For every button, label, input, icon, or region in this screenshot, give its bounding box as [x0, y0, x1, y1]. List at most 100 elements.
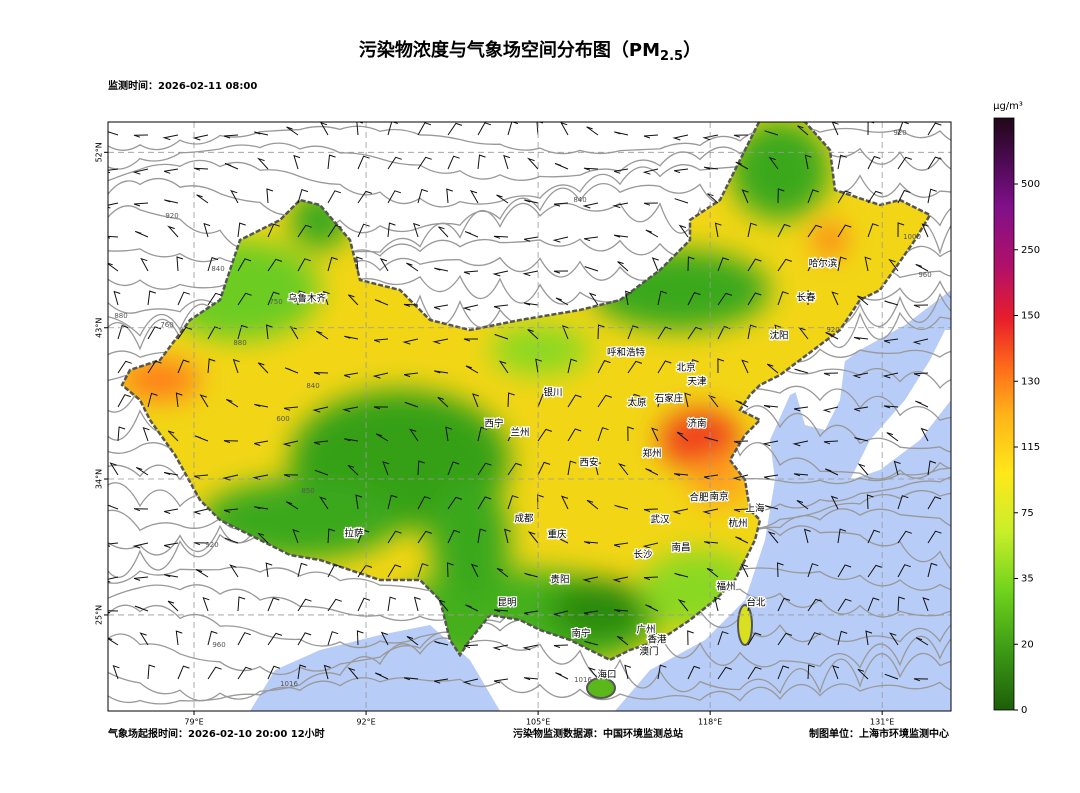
wind-barb: [347, 667, 359, 680]
contour-label: 850: [301, 487, 314, 495]
colorbar-tick-label: 0: [1021, 705, 1027, 716]
wind-barb: [162, 134, 179, 141]
wind-barb: [613, 542, 629, 548]
japan: [850, 330, 951, 480]
wind-barb: [913, 678, 929, 682]
wind-barb: [403, 677, 419, 681]
wind-barb: [627, 325, 640, 340]
wind-barb: [237, 292, 252, 306]
wind-barb: [763, 405, 779, 408]
wind-barb: [523, 302, 539, 306]
contour-label: 920: [893, 129, 906, 137]
wind-barb: [267, 597, 280, 612]
wind-barb: [167, 225, 179, 238]
wind-barb: [109, 462, 119, 476]
wind-barb: [507, 462, 522, 476]
data-source: 污染物监测数据源：中国环境监测总站: [513, 727, 683, 740]
wind-barb: [434, 370, 449, 374]
wind-barb: [627, 426, 634, 442]
wind-barb: [108, 637, 119, 646]
wind-barb: [313, 440, 329, 445]
wind-barb: [613, 609, 629, 613]
wind-barb: [865, 630, 873, 646]
wind-barb: [194, 435, 209, 442]
wind-barb: [867, 223, 879, 238]
wind-barb: [735, 161, 749, 170]
wind-barb: [767, 531, 779, 544]
contour-label: 960: [918, 271, 931, 279]
wind-barb: [344, 335, 359, 340]
wind-barb: [717, 666, 732, 680]
wind-barb: [285, 501, 299, 510]
ocean: [615, 290, 951, 711]
wind-barb: [283, 406, 299, 411]
wind-barb: [507, 122, 519, 136]
wind-barb: [650, 631, 659, 646]
wind-barb: [133, 134, 149, 138]
wind-barb: [496, 194, 509, 204]
wind-barb: [117, 426, 126, 442]
wind-barb: [284, 367, 299, 374]
wind-barb: [867, 190, 882, 204]
wind-barb: [522, 270, 539, 277]
wind-barb: [889, 632, 899, 646]
wind-barb: [417, 460, 425, 476]
wind-barb: [232, 358, 240, 374]
wind-barb: [167, 600, 179, 612]
wind-barb: [492, 270, 509, 277]
wind-barb: [523, 677, 539, 681]
wind-barb: [417, 496, 431, 510]
wind-barb: [537, 461, 551, 476]
wind-barb: [837, 154, 847, 170]
wind-barb: [498, 360, 509, 374]
wind-barb: [717, 631, 729, 646]
wind-barb: [642, 168, 659, 175]
wind-barb: [286, 126, 299, 136]
contour-label: 840: [306, 382, 319, 390]
wind-barb: [740, 563, 749, 578]
wind-barb: [177, 291, 190, 306]
wind-barb: [555, 536, 569, 544]
wind-barb: [237, 596, 246, 612]
wind-barb: [447, 155, 460, 170]
city-label: 南京: [709, 491, 728, 503]
wind-barb: [374, 299, 389, 306]
wind-barb: [434, 641, 449, 646]
city-label: 哈尔滨: [809, 258, 838, 270]
wind-barb: [142, 427, 150, 442]
title: 污染物浓度与气象场空间分布图（PM2.5）: [359, 39, 701, 64]
wind-barb: [164, 199, 179, 204]
wind-barb: [438, 226, 449, 238]
wind-barb: [406, 636, 419, 646]
city-label: 北京: [676, 362, 695, 374]
wind-barb: [794, 368, 809, 374]
wind-barb: [897, 156, 912, 170]
wind-barb: [403, 372, 419, 378]
city-label: 石家庄: [655, 393, 684, 405]
contour-label: 960: [212, 641, 225, 649]
contour-label: 600: [276, 415, 289, 423]
wind-barb: [267, 665, 281, 680]
city-label: 澳门: [639, 646, 658, 658]
wind-barb: [237, 258, 252, 272]
city-label: 武汉: [650, 514, 670, 526]
wind-barb: [413, 222, 420, 238]
wind-barb: [117, 360, 132, 374]
wind-barb: [927, 496, 942, 510]
wind-barb: [373, 406, 389, 410]
wind-barb: [612, 202, 629, 209]
wind-barb: [387, 156, 402, 170]
lat-tick-label: 52°N: [95, 142, 104, 162]
wind-barb: [135, 467, 149, 476]
wind-barb: [927, 562, 938, 578]
wind-barb: [764, 130, 779, 136]
wind-barb: [254, 403, 269, 408]
wind-barb: [852, 372, 869, 379]
wind-barb: [504, 528, 511, 544]
wind-barb: [867, 564, 883, 578]
wind-barb: [560, 122, 569, 136]
wind-barb: [327, 256, 338, 272]
contour-label: 750: [269, 298, 282, 306]
wind-barb: [402, 338, 419, 345]
wind-barb: [265, 562, 273, 578]
